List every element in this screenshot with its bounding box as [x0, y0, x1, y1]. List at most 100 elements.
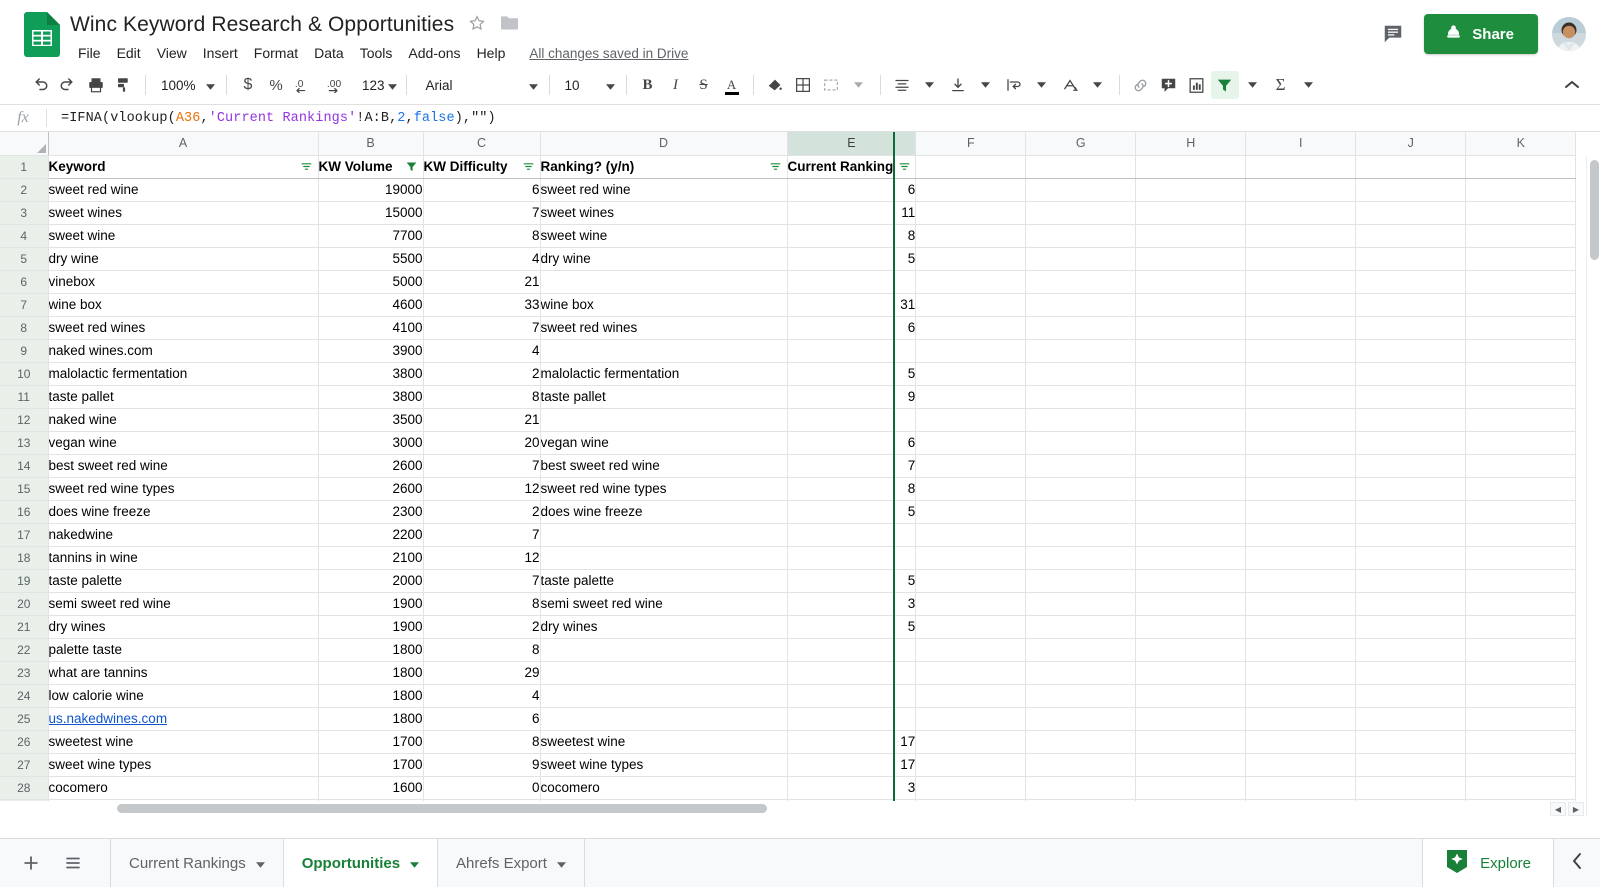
menu-item-file[interactable]: File: [78, 45, 101, 61]
cell-A16[interactable]: does wine freeze: [48, 500, 319, 524]
share-button[interactable]: Share: [1424, 14, 1538, 54]
cell-A14[interactable]: best sweet red wine: [48, 454, 319, 478]
cell-E17[interactable]: [787, 523, 917, 547]
cell-A15[interactable]: sweet red wine types: [48, 477, 319, 501]
text-wrap-dropdown[interactable]: [1028, 71, 1056, 99]
column-title-D[interactable]: Ranking? (y/n): [540, 155, 788, 179]
empty-cell[interactable]: [1135, 684, 1247, 708]
cell-B19[interactable]: 2000: [318, 569, 424, 593]
empty-cell[interactable]: [915, 178, 1027, 202]
empty-cell[interactable]: [1465, 707, 1577, 731]
empty-cell[interactable]: [1245, 155, 1357, 179]
empty-cell[interactable]: [1025, 155, 1137, 179]
row-header-18[interactable]: 18: [0, 546, 49, 570]
cell-D25[interactable]: [540, 707, 788, 731]
cell-C6[interactable]: 21: [423, 270, 541, 294]
empty-cell[interactable]: [1025, 523, 1137, 547]
empty-cell[interactable]: [1245, 615, 1357, 639]
cell-C15[interactable]: 12: [423, 477, 541, 501]
row-header-12[interactable]: 12: [0, 408, 49, 432]
sheet-tab-opportunities[interactable]: Opportunities: [282, 839, 439, 887]
empty-cell[interactable]: [1135, 569, 1247, 593]
cell-D2[interactable]: sweet red wine: [540, 178, 788, 202]
empty-cell[interactable]: [1465, 638, 1577, 662]
empty-cell[interactable]: [1025, 270, 1137, 294]
empty-cell[interactable]: [915, 408, 1027, 432]
filter-inactive-icon[interactable]: [521, 159, 537, 175]
empty-cell[interactable]: [1025, 224, 1137, 248]
cell-E4[interactable]: 8: [787, 224, 917, 248]
empty-cell[interactable]: [1355, 776, 1467, 800]
scroll-left-icon[interactable]: ◀: [1550, 802, 1566, 816]
empty-cell[interactable]: [1465, 293, 1577, 317]
zoom-control[interactable]: 100%: [153, 71, 219, 99]
cell-B18[interactable]: 2100: [318, 546, 424, 570]
column-header-B[interactable]: B: [318, 132, 424, 156]
empty-cell[interactable]: [915, 454, 1027, 478]
empty-cell[interactable]: [1465, 500, 1577, 524]
row-header-13[interactable]: 13: [0, 431, 49, 455]
empty-cell[interactable]: [1135, 293, 1247, 317]
all-sheets-menu-icon[interactable]: [54, 844, 92, 882]
empty-cell[interactable]: [1465, 569, 1577, 593]
empty-cell[interactable]: [1245, 316, 1357, 340]
cell-E21[interactable]: 5: [787, 615, 917, 639]
empty-cell[interactable]: [1245, 224, 1357, 248]
empty-cell[interactable]: [1355, 362, 1467, 386]
row-header-28[interactable]: 28: [0, 776, 49, 800]
empty-cell[interactable]: [1135, 224, 1247, 248]
cell-D19[interactable]: taste palette: [540, 569, 788, 593]
empty-cell[interactable]: [1245, 247, 1357, 271]
cell-A23[interactable]: what are tannins: [48, 661, 319, 685]
functions-dropdown[interactable]: [1295, 71, 1323, 99]
cell-E23[interactable]: [787, 661, 917, 685]
empty-cell[interactable]: [1355, 638, 1467, 662]
empty-cell[interactable]: [915, 592, 1027, 616]
cell-B12[interactable]: 3500: [318, 408, 424, 432]
empty-cell[interactable]: [1355, 454, 1467, 478]
horizontal-align-dropdown[interactable]: [916, 71, 944, 99]
cell-B8[interactable]: 4100: [318, 316, 424, 340]
empty-cell[interactable]: [1135, 546, 1247, 570]
empty-cell[interactable]: [1135, 523, 1247, 547]
cell-C5[interactable]: 4: [423, 247, 541, 271]
empty-cell[interactable]: [1355, 500, 1467, 524]
empty-cell[interactable]: [1135, 730, 1247, 754]
row-header-5[interactable]: 5: [0, 247, 49, 271]
empty-cell[interactable]: [915, 707, 1027, 731]
empty-cell[interactable]: [915, 500, 1027, 524]
cell-A13[interactable]: vegan wine: [48, 431, 319, 455]
collapse-toolbar-button[interactable]: [1558, 71, 1586, 99]
cell-A6[interactable]: vinebox: [48, 270, 319, 294]
cell-B24[interactable]: 1800: [318, 684, 424, 708]
fill-color-icon[interactable]: [761, 71, 789, 99]
empty-cell[interactable]: [1245, 201, 1357, 225]
empty-cell[interactable]: [1135, 201, 1247, 225]
empty-cell[interactable]: [1135, 661, 1247, 685]
empty-cell[interactable]: [1465, 270, 1577, 294]
text-color-button[interactable]: A: [718, 71, 746, 99]
borders-icon[interactable]: [789, 71, 817, 99]
empty-cell[interactable]: [1025, 454, 1137, 478]
cell-A9[interactable]: naked wines.com: [48, 339, 319, 363]
empty-cell[interactable]: [1355, 316, 1467, 340]
cell-A18[interactable]: tannins in wine: [48, 546, 319, 570]
empty-cell[interactable]: [1355, 339, 1467, 363]
row-header-2[interactable]: 2: [0, 178, 49, 202]
vertical-scrollbar-thumb[interactable]: [1590, 160, 1599, 260]
empty-cell[interactable]: [915, 569, 1027, 593]
cell-E26[interactable]: 17: [787, 730, 917, 754]
cell-C20[interactable]: 8: [423, 592, 541, 616]
empty-cell[interactable]: [1135, 707, 1247, 731]
row-header-19[interactable]: 19: [0, 569, 49, 593]
empty-cell[interactable]: [1245, 454, 1357, 478]
font-size-control[interactable]: 10: [557, 71, 619, 99]
cell-C14[interactable]: 7: [423, 454, 541, 478]
cell-C25[interactable]: 6: [423, 707, 541, 731]
row-header-3[interactable]: 3: [0, 201, 49, 225]
cell-C13[interactable]: 20: [423, 431, 541, 455]
empty-cell[interactable]: [1465, 454, 1577, 478]
cell-B20[interactable]: 1900: [318, 592, 424, 616]
cell-A5[interactable]: dry wine: [48, 247, 319, 271]
paint-format-icon[interactable]: [110, 71, 138, 99]
